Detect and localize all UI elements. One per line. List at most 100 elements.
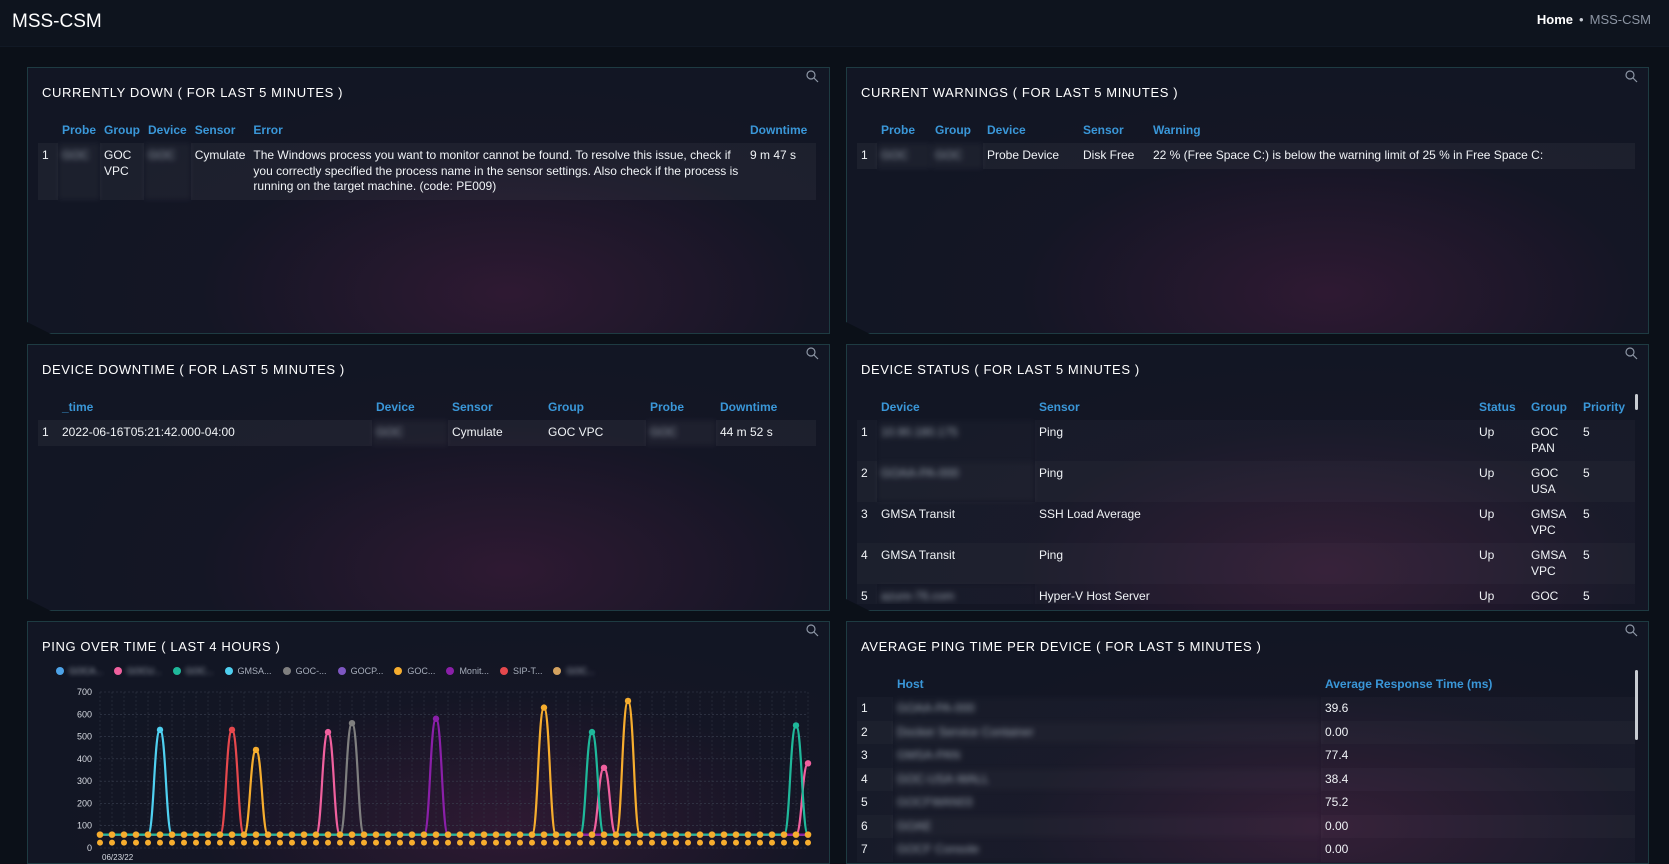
- legend-item[interactable]: GOC-...: [282, 666, 327, 676]
- zoom-icon[interactable]: [805, 623, 819, 637]
- column-header-time[interactable]: _time: [62, 400, 94, 414]
- column-header-probe[interactable]: Probe: [62, 123, 97, 137]
- row-number: 5: [857, 791, 893, 815]
- legend-item[interactable]: GOC...: [394, 666, 435, 676]
- column-header-device[interactable]: Device: [987, 123, 1026, 137]
- scrollbar[interactable]: [1635, 394, 1638, 410]
- zoom-icon[interactable]: [805, 346, 819, 360]
- zoom-icon[interactable]: [805, 69, 819, 83]
- data-point: [277, 839, 283, 846]
- table-row[interactable]: 1 10.90.180.175 Ping Up GOC PAN 5: [857, 420, 1635, 461]
- column-header-group[interactable]: Group: [1531, 400, 1567, 414]
- device-cell: azure-76.com: [877, 584, 1035, 604]
- column-header-host[interactable]: Host: [897, 677, 924, 691]
- column-header-average-response-time[interactable]: Average Response Time (ms): [1325, 677, 1493, 691]
- legend-item[interactable]: GOCA...: [56, 666, 103, 676]
- zoom-icon[interactable]: [1624, 346, 1638, 360]
- data-point: [769, 839, 775, 846]
- legend-item[interactable]: SIP-T...: [499, 666, 542, 676]
- zoom-icon[interactable]: [1624, 69, 1638, 83]
- data-point: [409, 839, 415, 846]
- table-row[interactable]: 3 GMSA-PAN 77.4: [857, 744, 1635, 768]
- response-time-cell: 75.2: [1321, 791, 1635, 815]
- chart-legend: GOCA... GOCU... GOC... GMSA... GOC-... GOCP..…: [56, 666, 605, 676]
- downtime-cell: 44 m 52 s: [716, 420, 816, 446]
- table-row[interactable]: 1 GOC GOC VPC GOC Cymulate The Windows p…: [38, 143, 816, 200]
- panel-title: DEVICE STATUS ( FOR LAST 5 MINUTES ): [861, 362, 1140, 377]
- column-header-error[interactable]: Error: [253, 123, 283, 137]
- column-header-downtime[interactable]: Downtime: [720, 400, 778, 414]
- legend-item[interactable]: Monit...: [446, 666, 489, 676]
- column-header-status[interactable]: Status: [1479, 400, 1516, 414]
- group-cell: GOC PAN: [1527, 420, 1579, 461]
- legend-item[interactable]: GMSA...: [224, 666, 272, 676]
- time-cell: 2022-06-16T05:21:42.000-04:00: [58, 420, 372, 446]
- data-point: [348, 831, 356, 838]
- probe-cell: GOC: [877, 143, 931, 169]
- table-row[interactable]: 2 Docker Service Container 0.00: [857, 720, 1635, 744]
- data-point: [109, 839, 115, 846]
- scrollbar[interactable]: [1635, 670, 1638, 740]
- device-status-scroll-area[interactable]: Device Sensor Status Group Priority 1 10…: [857, 396, 1635, 604]
- column-header-device[interactable]: Device: [881, 400, 920, 414]
- legend-item[interactable]: GOC...: [553, 666, 594, 676]
- column-header-downtime[interactable]: Downtime: [750, 123, 808, 137]
- column-header-device[interactable]: Device: [148, 123, 187, 137]
- column-header-sensor[interactable]: Sensor: [1039, 400, 1080, 414]
- column-header-sensor[interactable]: Sensor: [194, 123, 236, 137]
- priority-cell: 5: [1579, 461, 1635, 502]
- panel-title: CURRENTLY DOWN ( FOR LAST 5 MINUTES ): [42, 85, 344, 100]
- table-row[interactable]: 4 GMSA Transit Ping Up GMSA VPC 5: [857, 543, 1635, 584]
- data-point: [649, 839, 655, 846]
- table-row[interactable]: 1 GOC GOC Probe Device Disk Free 22 % (F…: [857, 143, 1635, 169]
- column-header-probe[interactable]: Probe: [650, 400, 685, 414]
- probe-cell: GOC: [646, 420, 716, 446]
- column-header-warning[interactable]: Warning: [1153, 123, 1201, 137]
- table-row[interactable]: 6 GOAE 0.00: [857, 814, 1635, 838]
- row-number: 3: [857, 502, 877, 543]
- column-header-group[interactable]: Group: [935, 123, 971, 137]
- column-header-device[interactable]: Device: [376, 400, 415, 414]
- legend-item[interactable]: GOC...: [172, 666, 214, 676]
- table-row[interactable]: 4 GOC-USA-WALL 38.4: [857, 767, 1635, 791]
- legend-item[interactable]: GOCU...: [114, 666, 162, 676]
- column-header-priority[interactable]: Priority: [1583, 400, 1626, 414]
- column-header-group[interactable]: Group: [548, 400, 584, 414]
- table-row[interactable]: 2 GOAA-PA-000 Ping Up GOC USA 5: [857, 461, 1635, 502]
- table-row[interactable]: 5 GOCFWAN03 75.2: [857, 791, 1635, 815]
- average-ping-table: Host Average Response Time (ms) 1 GOAA-P…: [857, 673, 1635, 862]
- column-header-group[interactable]: Group: [104, 123, 141, 137]
- data-point: [492, 831, 500, 838]
- table-row[interactable]: 3 GMSA Transit SSH Load Average Up GMSA …: [857, 502, 1635, 543]
- data-point: [264, 831, 272, 838]
- data-point: [360, 831, 368, 838]
- column-header-sensor[interactable]: Sensor: [1083, 123, 1124, 137]
- zoom-icon[interactable]: [1624, 623, 1638, 637]
- current-warnings-table: Probe Group Device Sensor Warning 1 GOC …: [857, 119, 1635, 169]
- device-cell: 10.90.180.175: [877, 420, 1035, 461]
- status-cell: Up: [1475, 461, 1527, 502]
- data-point: [96, 831, 104, 838]
- data-point: [660, 831, 668, 838]
- y-tick-label: 500: [77, 732, 92, 742]
- device-cell: GMSA Transit: [877, 502, 1035, 543]
- data-point: [733, 839, 739, 846]
- data-point: [504, 831, 512, 838]
- column-header-sensor[interactable]: Sensor: [452, 400, 493, 414]
- legend-label: GOC...: [185, 666, 214, 676]
- data-point: [408, 831, 416, 838]
- table-row[interactable]: 7 GOCF Console 0.00: [857, 838, 1635, 862]
- x-tick-label: 06/23/22: [102, 853, 134, 862]
- legend-item[interactable]: GOCP...: [337, 666, 383, 676]
- column-header-probe[interactable]: Probe: [881, 123, 916, 137]
- data-point: [192, 831, 200, 838]
- data-point: [169, 839, 175, 846]
- legend-marker: [172, 667, 181, 675]
- sensor-cell: Cymulate: [191, 143, 250, 200]
- breadcrumb-home-link[interactable]: Home: [1536, 12, 1574, 27]
- data-point: [661, 839, 667, 846]
- table-row[interactable]: 5 azure-76.com Hyper-V Host Server Up GO…: [857, 584, 1635, 604]
- table-row[interactable]: 1 2022-06-16T05:21:42.000-04:00 GOC Cymu…: [38, 420, 816, 446]
- table-row[interactable]: 1 GOAA-PA-000 39.6: [857, 697, 1635, 721]
- data-point: [672, 831, 680, 838]
